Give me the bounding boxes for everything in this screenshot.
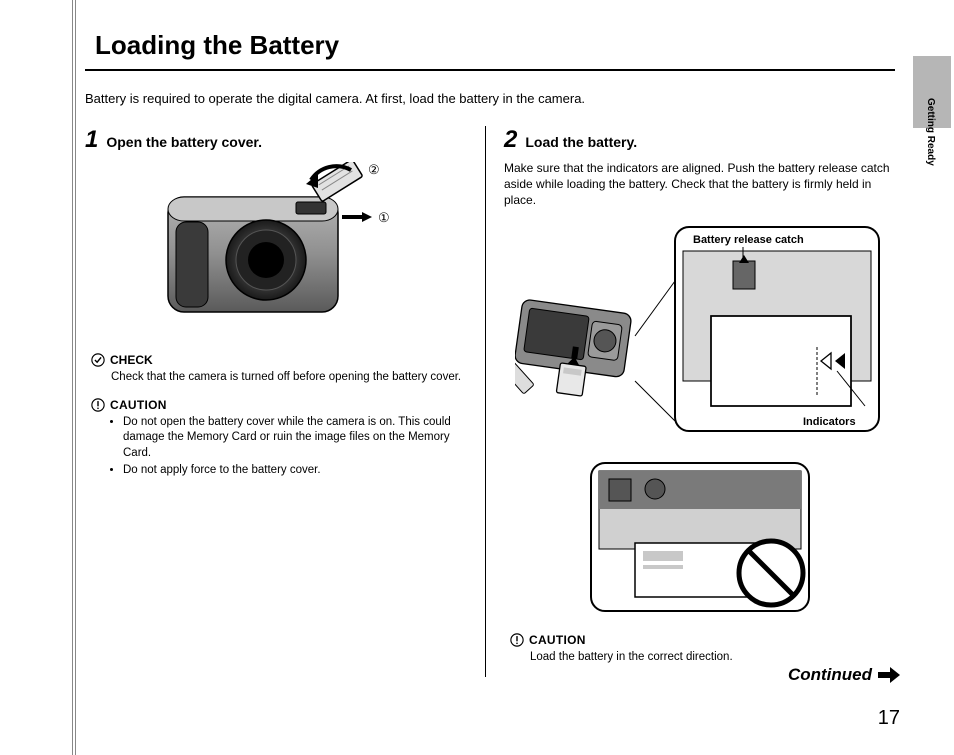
column-step-1: 1 Open the battery cover. bbox=[85, 126, 485, 677]
continued-indicator: Continued bbox=[788, 665, 900, 685]
continued-text: Continued bbox=[788, 665, 872, 685]
caution-item: Do not apply force to the battery cover. bbox=[123, 463, 467, 479]
caution-icon bbox=[91, 398, 105, 412]
caution-item: Do not open the battery cover while the … bbox=[123, 415, 467, 462]
caution-icon bbox=[510, 633, 524, 647]
two-column-layout: 1 Open the battery cover. bbox=[85, 126, 895, 677]
step-2-title: Load the battery. bbox=[525, 134, 637, 150]
caution-header-2: CAUTION bbox=[510, 633, 895, 647]
check-text: Check that the camera is turned off befo… bbox=[111, 370, 467, 386]
callout-1: ① bbox=[378, 210, 390, 225]
step-1-heading: 1 Open the battery cover. bbox=[85, 126, 467, 154]
label-indicators: Indicators bbox=[803, 416, 856, 428]
caution-text-2: Load the battery in the correct directio… bbox=[530, 650, 895, 666]
page-number: 17 bbox=[878, 707, 900, 730]
step-2-description: Make sure that the indicators are aligne… bbox=[504, 160, 895, 209]
step-1-number: 1 bbox=[85, 126, 98, 154]
column-step-2: 2 Load the battery. Make sure that the i… bbox=[485, 126, 895, 677]
check-block: CHECK Check that the camera is turned of… bbox=[91, 353, 467, 386]
page-margin-rule bbox=[72, 0, 76, 755]
figure-wrong-direction bbox=[585, 457, 815, 617]
step-1-title: Open the battery cover. bbox=[106, 134, 262, 150]
continued-arrow-icon bbox=[878, 667, 900, 683]
caution-block-1: CAUTION Do not open the battery cover wh… bbox=[91, 398, 467, 479]
step-2-number: 2 bbox=[504, 126, 517, 154]
section-tab-label: Getting Ready bbox=[925, 98, 936, 166]
title-underline bbox=[85, 69, 895, 71]
caution-text-1: Do not open the battery cover while the … bbox=[111, 415, 467, 479]
check-header: CHECK bbox=[91, 353, 467, 367]
caution-label-2: CAUTION bbox=[529, 633, 586, 647]
intro-text: Battery is required to operate the digit… bbox=[85, 91, 895, 106]
callout-2: ② bbox=[368, 162, 380, 177]
page-content: Loading the Battery Battery is required … bbox=[85, 30, 895, 677]
caution-block-2: CAUTION Load the battery in the correct … bbox=[510, 633, 895, 666]
figure-open-cover: ① ② bbox=[146, 162, 406, 337]
caution-header-1: CAUTION bbox=[91, 398, 467, 412]
step-2-heading: 2 Load the battery. bbox=[504, 126, 895, 154]
figure-load-battery: Battery release catch Indicators bbox=[515, 221, 885, 441]
check-label: CHECK bbox=[110, 353, 153, 367]
caution-label-1: CAUTION bbox=[110, 398, 167, 412]
page-title: Loading the Battery bbox=[95, 30, 895, 61]
check-icon bbox=[91, 353, 105, 367]
label-release-catch: Battery release catch bbox=[693, 234, 804, 246]
